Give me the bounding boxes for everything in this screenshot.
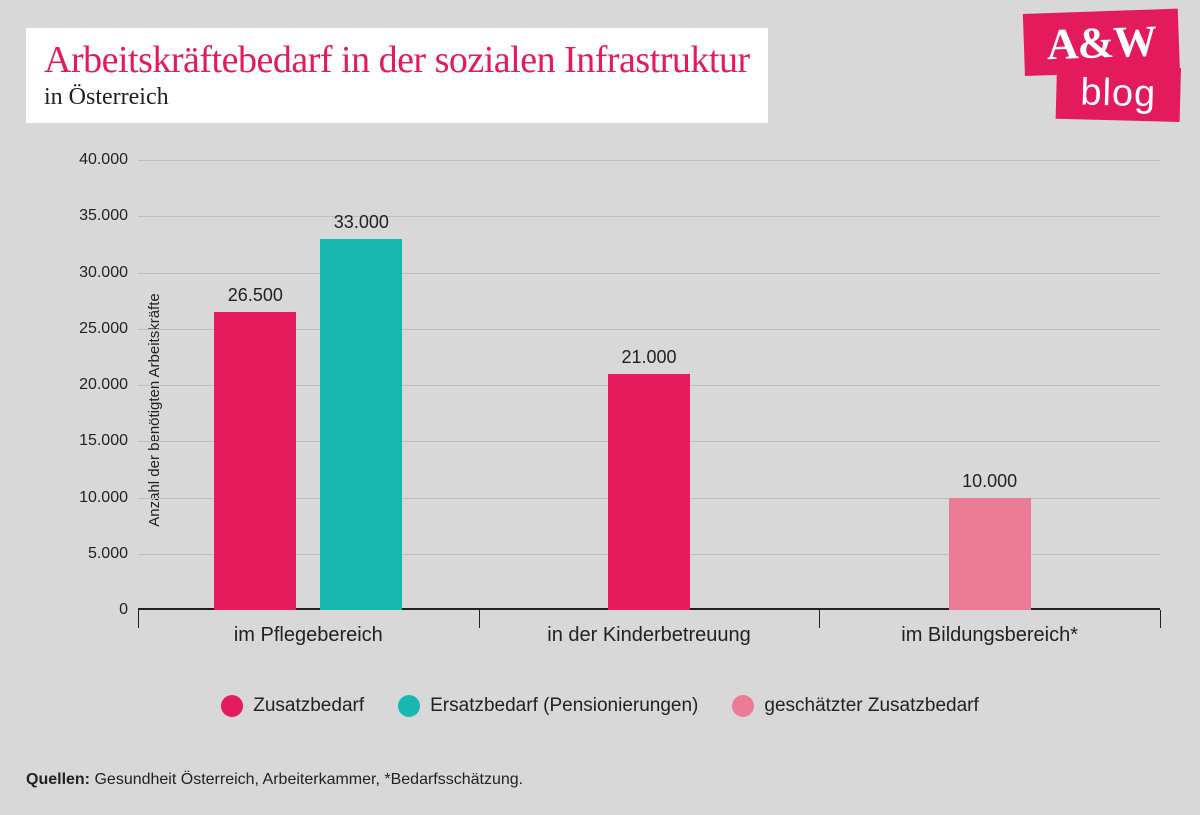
legend-item: geschätzter Zusatzbedarf xyxy=(732,695,978,717)
bar-value-label: 10.000 xyxy=(962,471,1017,492)
bar: 33.000 xyxy=(320,239,402,610)
category-label: in der Kinderbetreuung xyxy=(547,624,750,647)
y-tick-label: 15.000 xyxy=(79,432,128,450)
aw-blog-logo: A&W blog xyxy=(1025,14,1180,124)
source-text: Gesundheit Österreich, Arbeiterkammer, *… xyxy=(94,771,523,788)
legend-swatch xyxy=(398,695,420,717)
title-box: Arbeitskräftebedarf in der sozialen Infr… xyxy=(26,28,768,123)
y-tick-label: 20.000 xyxy=(79,376,128,394)
page-subtitle: in Österreich xyxy=(44,84,750,111)
source-line: Quellen: Gesundheit Österreich, Arbeiter… xyxy=(26,771,523,789)
plot-area: 05.00010.00015.00020.00025.00030.00035.0… xyxy=(138,160,1160,610)
page-title: Arbeitskräftebedarf in der sozialen Infr… xyxy=(44,38,750,82)
category-tick xyxy=(819,610,820,628)
legend-label: geschätzter Zusatzbedarf xyxy=(764,695,978,717)
bar: 26.500 xyxy=(214,312,296,610)
legend-label: Ersatzbedarf (Pensionierungen) xyxy=(430,695,698,717)
legend-swatch xyxy=(221,695,243,717)
bar-value-label: 26.500 xyxy=(228,285,283,306)
gridline xyxy=(138,160,1160,161)
y-tick-label: 35.000 xyxy=(79,207,128,225)
source-label: Quellen: xyxy=(26,771,90,788)
bar-value-label: 21.000 xyxy=(621,347,676,368)
category-label: im Bildungsbereich* xyxy=(901,624,1078,647)
gridline xyxy=(138,216,1160,217)
legend-label: Zusatzbedarf xyxy=(253,695,364,717)
category-label: im Pflegebereich xyxy=(234,624,383,647)
gridline xyxy=(138,273,1160,274)
bar: 21.000 xyxy=(608,374,690,610)
y-tick-label: 10.000 xyxy=(79,489,128,507)
bar: 10.000 xyxy=(949,498,1031,611)
legend-swatch xyxy=(732,695,754,717)
header: Arbeitskräftebedarf in der sozialen Infr… xyxy=(26,28,1174,123)
bar-chart: Anzahl der benötigten Arbeitskräfte 05.0… xyxy=(60,160,1160,660)
category-tick xyxy=(1160,610,1161,628)
y-tick-label: 40.000 xyxy=(79,151,128,169)
category-tick xyxy=(138,610,139,628)
category-tick xyxy=(479,610,480,628)
legend: Zusatzbedarf Ersatzbedarf (Pensionierunge… xyxy=(0,695,1200,717)
logo-bottom: blog xyxy=(1056,65,1181,122)
y-tick-label: 0 xyxy=(119,601,128,619)
y-tick-label: 25.000 xyxy=(79,320,128,338)
y-tick-label: 30.000 xyxy=(79,264,128,282)
y-tick-label: 5.000 xyxy=(88,545,128,563)
legend-item: Zusatzbedarf xyxy=(221,695,364,717)
bar-value-label: 33.000 xyxy=(334,212,389,233)
legend-item: Ersatzbedarf (Pensionierungen) xyxy=(398,695,698,717)
